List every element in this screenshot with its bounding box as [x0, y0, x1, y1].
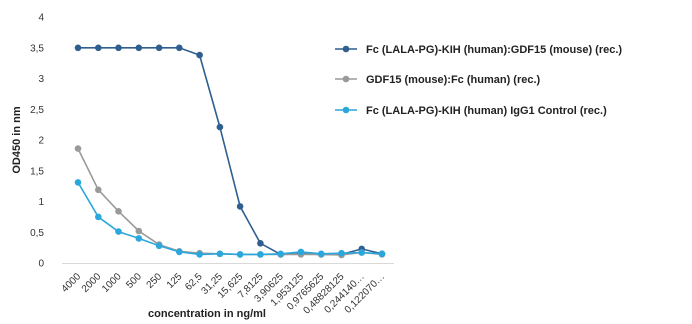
data-point [216, 123, 224, 131]
x-tick-label: 250 [145, 271, 165, 291]
y-tick-label: 0 [38, 259, 44, 270]
data-point [74, 179, 82, 186]
series-3 [74, 179, 386, 258]
y-axis-title: OD450 in nm [11, 106, 23, 173]
y-tick-label: 1 [38, 197, 44, 208]
y-tick-label: 2,5 [30, 105, 44, 116]
data-point [277, 250, 285, 258]
legend-marker [342, 45, 350, 53]
data-point [95, 44, 102, 52]
data-point [95, 186, 102, 194]
y-tick-label: 3,5 [30, 43, 44, 54]
y-tick-label: 3 [38, 74, 44, 85]
data-point [155, 242, 163, 250]
data-point [135, 227, 143, 235]
series-2 [74, 145, 386, 259]
legend-label: Fc (LALA-PG)-KIH (human):GDF15 (mouse) (… [366, 44, 622, 56]
series-line [77, 181, 383, 256]
y-tick-label: 0,5 [30, 228, 44, 239]
data-point [236, 203, 244, 210]
series-1 [74, 44, 386, 258]
legend-marker [342, 106, 350, 114]
data-point [236, 251, 244, 258]
data-point [257, 240, 264, 247]
data-point [257, 251, 264, 258]
data-point [378, 250, 386, 258]
x-tick-label: 2000 [80, 271, 104, 295]
y-tick-label: 2 [38, 136, 44, 147]
x-tick-label: 125 [165, 271, 185, 291]
data-point [155, 44, 163, 52]
x-axis-title: concentration in ng/ml [148, 308, 266, 320]
data-point [115, 228, 122, 235]
legend-label: GDF15 (mouse):Fc (human) (rec.) [366, 74, 541, 86]
data-point [135, 44, 143, 52]
data-point [74, 145, 82, 152]
x-tick-label: 4000 [60, 271, 84, 295]
series-layer [74, 44, 386, 259]
legend-label: Fc (LALA-PG)-KIH (human) IgG1 Control (r… [366, 105, 607, 117]
data-point [176, 44, 183, 52]
legend-item: GDF15 (mouse):Fc (human) (rec.) [335, 74, 541, 86]
data-point [115, 208, 122, 215]
data-point [74, 44, 82, 52]
data-point [338, 249, 345, 257]
x-tick-label: 1000 [100, 271, 124, 295]
legend: Fc (LALA-PG)-KIH (human):GDF15 (mouse) (… [335, 44, 622, 117]
y-tick-label: 1,5 [30, 166, 44, 177]
legend-marker [342, 75, 350, 83]
legend-item: Fc (LALA-PG)-KIH (human):GDF15 (mouse) (… [335, 44, 622, 56]
y-tick-label: 4 [38, 13, 44, 24]
data-point [176, 248, 183, 256]
data-point [196, 251, 203, 258]
data-point [115, 44, 122, 52]
legend-item: Fc (LALA-PG)-KIH (human) IgG1 Control (r… [335, 105, 607, 117]
data-point [196, 51, 203, 59]
data-point [135, 235, 143, 242]
data-point [317, 250, 325, 258]
data-point [95, 213, 102, 221]
data-point [358, 249, 366, 256]
data-point [297, 248, 305, 256]
x-tick-label: 500 [124, 271, 144, 291]
y-axis: 0 0,5 1 1,5 2 2,5 3 3,5 4 [30, 13, 44, 270]
data-point [216, 250, 224, 258]
